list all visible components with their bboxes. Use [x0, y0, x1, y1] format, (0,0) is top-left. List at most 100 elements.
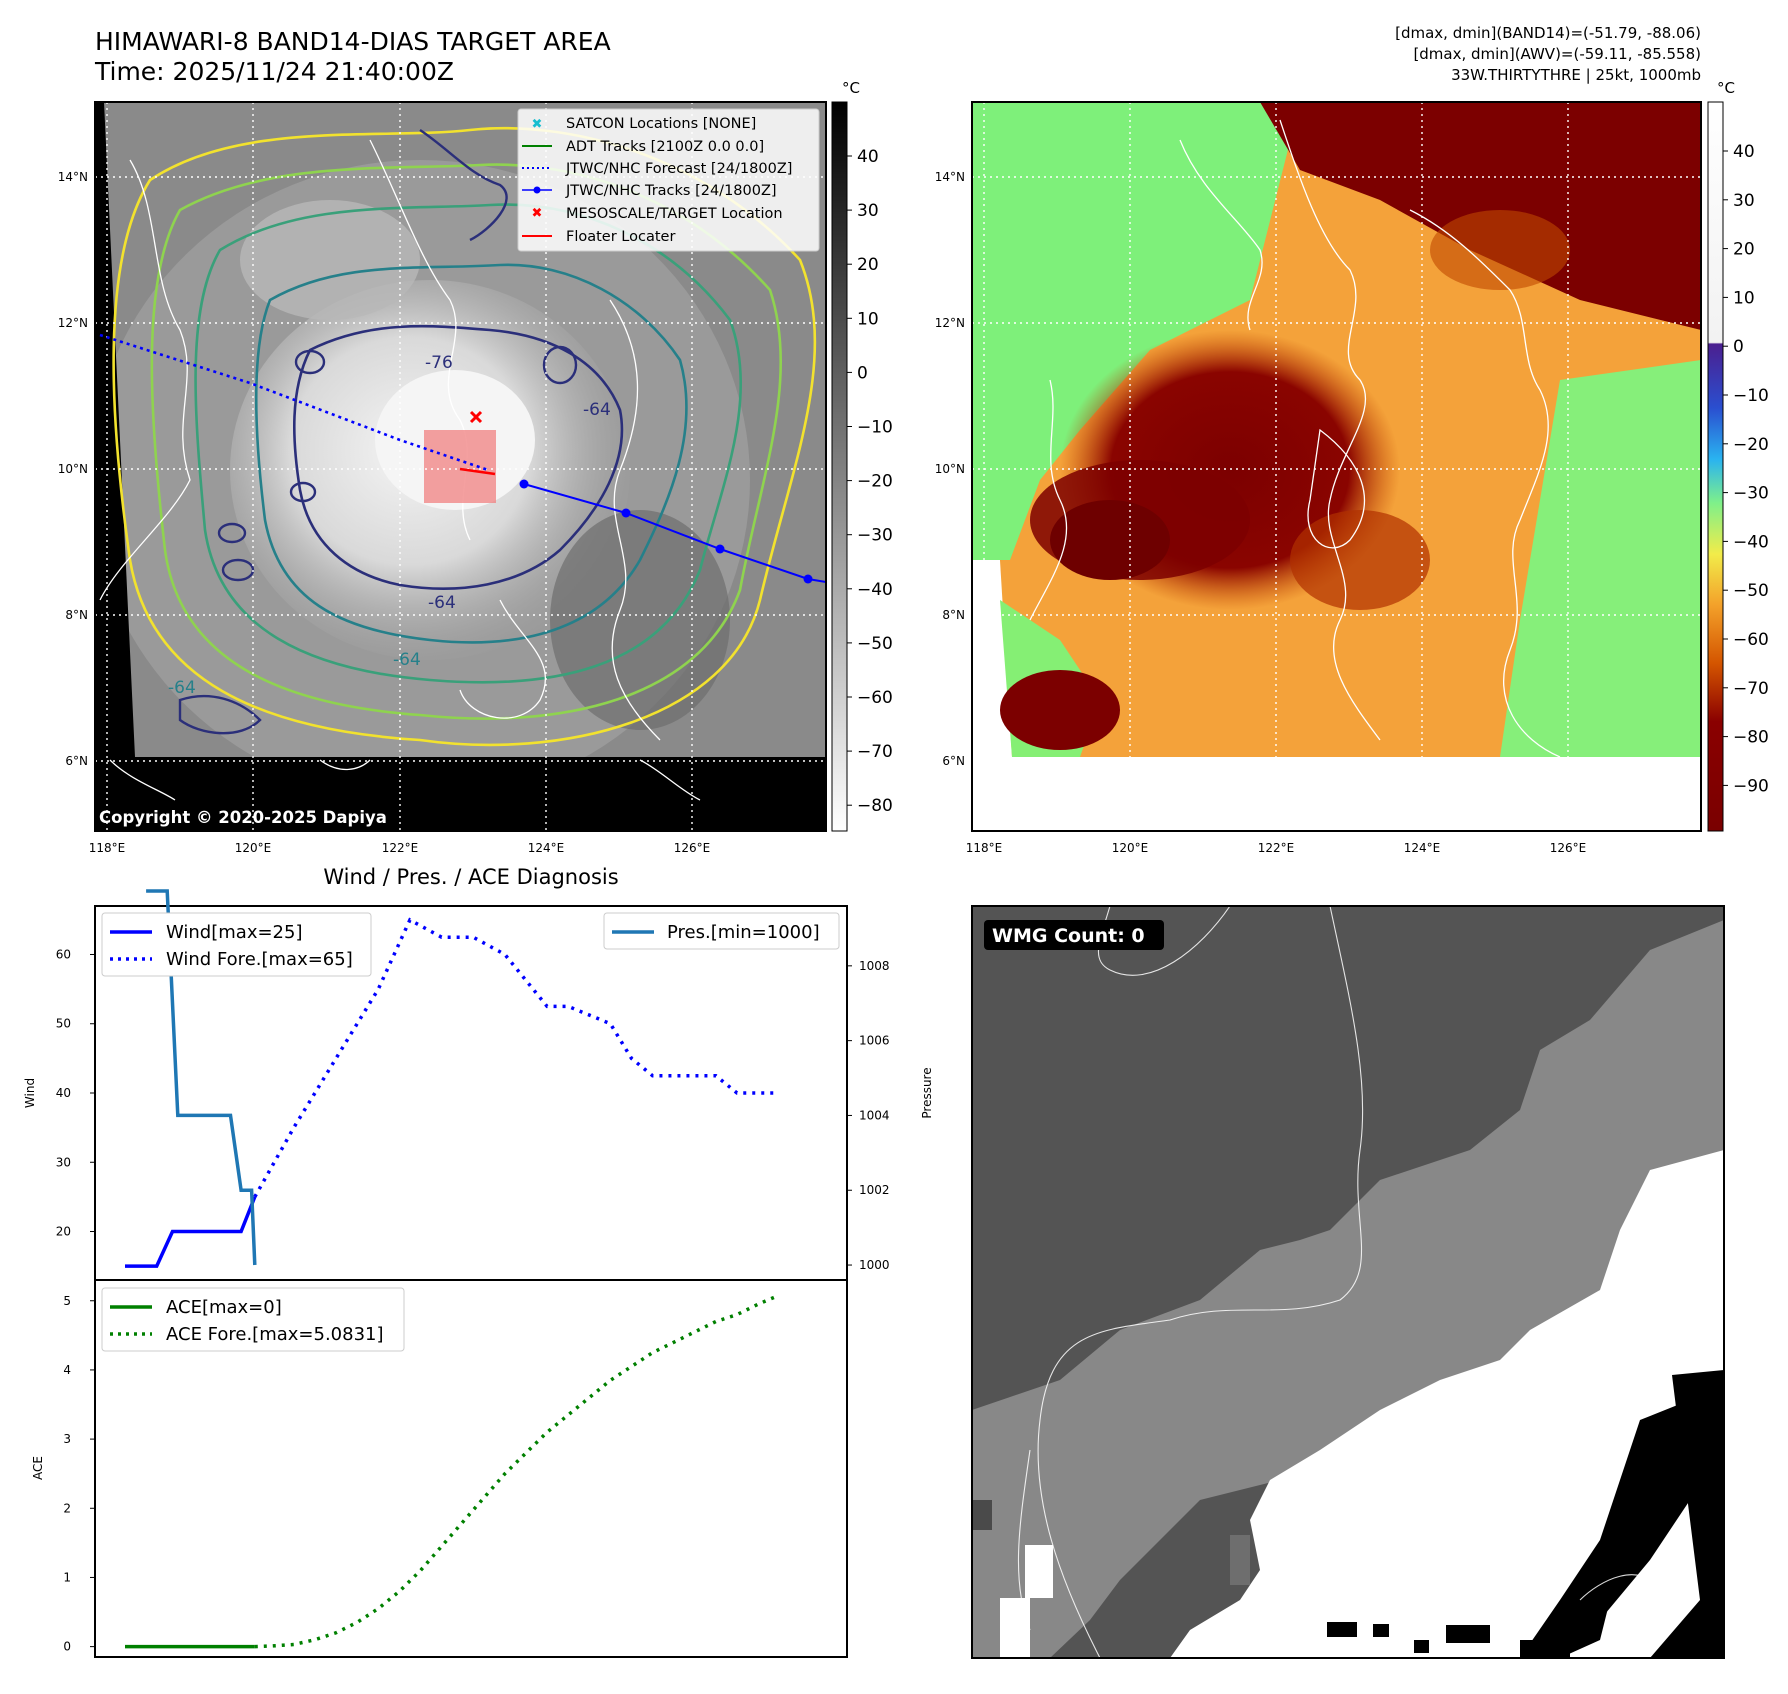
pressure-tick-label: 1008 — [859, 959, 890, 973]
ace-tick-label: 4 — [63, 1363, 71, 1377]
info-band14: [dmax, dmin](BAND14)=(-51.79, -88.06) — [1395, 24, 1701, 42]
colorbar-tick-label: −50 — [1733, 581, 1769, 601]
colorbar-tick-label: 40 — [1733, 142, 1755, 162]
info-storm: 33W.THIRTYTHRE | 25kt, 1000mb — [1451, 66, 1701, 84]
colorbar-tick-label: 30 — [1733, 191, 1755, 211]
wmg-count-badge — [984, 920, 1164, 950]
floater-box — [424, 430, 496, 503]
target-location-marker — [469, 410, 483, 424]
lon-label: 118°E — [89, 841, 126, 855]
legend-item-adt: ADT Tracks [2100Z 0.0 0.0] — [566, 139, 764, 155]
info-awv: [dmax, dmin](AWV)=(-59.11, -85.558) — [1413, 45, 1701, 63]
legend-item-wind-forecast: Wind Fore.[max=65] — [166, 949, 353, 970]
legend-item-tracks: JTWC/NHC Tracks [24/1800Z] — [565, 183, 777, 199]
ace-tick-label: 1 — [63, 1570, 71, 1584]
colorbar-tick-label: −20 — [1733, 435, 1769, 455]
colorbar-tick-label: −70 — [1733, 679, 1769, 699]
lon-label: 122°E — [382, 841, 419, 855]
lon-label: 126°E — [674, 841, 711, 855]
legend-item-target: MESOSCALE/TARGET Location — [566, 206, 783, 222]
colorbar-tick-label: −30 — [857, 526, 893, 546]
series-line-ace-fore-max-5-0831- — [254, 1293, 780, 1649]
colorbar-tick-label: −40 — [1733, 532, 1769, 552]
copyright-text: Copyright © 2020-2025 Dapiya — [99, 808, 387, 827]
contour-label: -76 — [425, 353, 453, 373]
colorbar-tick-label: −80 — [1733, 728, 1769, 748]
colorbar-tick-label: −60 — [1733, 630, 1769, 650]
series-line-wind-max-25- — [125, 1196, 257, 1268]
ace-tick-label: 5 — [63, 1294, 71, 1308]
legend-item-wind: Wind[max=25] — [166, 922, 303, 943]
lat-label: 12°N — [58, 316, 88, 330]
colorbar-tick-label: −20 — [857, 472, 893, 492]
wind-tick-label: 50 — [56, 1017, 71, 1031]
contour-label: -64 — [393, 650, 421, 670]
lat-label: 8°N — [942, 608, 965, 622]
contour-label: -64 — [428, 593, 456, 613]
colorbar-tick-label: −50 — [857, 634, 893, 654]
wmg-count-label: WMG Count: 0 — [992, 925, 1145, 947]
lon-label: 126°E — [1550, 841, 1587, 855]
ace-tick-label: 0 — [63, 1640, 71, 1654]
legend-item-forecast: JTWC/NHC Forecast [24/1800Z] — [565, 161, 792, 177]
pressure-legend: Pres.[min=1000] — [603, 912, 840, 950]
colorbar-tick-label: 10 — [1733, 288, 1755, 308]
jtwc-track-points — [519, 479, 813, 584]
diagnosis-title: Wind / Pres. / ACE Diagnosis — [323, 865, 618, 889]
awv-map-panel: 14°N 12°N 10°N 8°N 6°N 118°E 120°E 122°E… — [935, 79, 1769, 855]
wind-tick-label: 40 — [56, 1086, 71, 1100]
legend-item-floater: Floater Locater — [566, 229, 675, 245]
figure-title: HIMAWARI-8 BAND14-DIAS TARGET AREA — [95, 27, 611, 56]
lon-label: 118°E — [966, 841, 1003, 855]
lat-label: 14°N — [935, 170, 965, 184]
wind-axis-label: Wind — [23, 1078, 37, 1108]
lon-label: 120°E — [235, 841, 272, 855]
lat-label: 6°N — [65, 754, 88, 768]
ace-chart: 5 4 3 2 1 0 ACE ACE[max=0] ACE Fore.[max=5.08… — [31, 1279, 848, 1658]
colorbar-tick-label: 30 — [857, 201, 879, 221]
figure-time: Time: 2025/11/24 21:40:00Z — [94, 57, 454, 86]
colorbar-tick-label: −10 — [1733, 386, 1769, 406]
lon-label: 124°E — [528, 841, 565, 855]
colorbar-unit: °C — [1717, 79, 1735, 97]
legend-item-satcon: SATCON Locations [NONE] — [566, 116, 756, 132]
contour-label: -64 — [583, 400, 611, 420]
wmg-panel: WMG Count: 0 — [971, 905, 1725, 1659]
contour-label: -64 — [168, 678, 196, 698]
colorbar-tick-label: −80 — [857, 796, 893, 816]
legend-item-ace: ACE[max=0] — [166, 1297, 282, 1318]
colorbar-tick-label: −90 — [1733, 776, 1769, 796]
jtwc-forecast-track — [99, 333, 489, 472]
lat-label: 12°N — [935, 316, 965, 330]
pressure-tick-label: 1004 — [859, 1108, 890, 1122]
pressure-tick-label: 1002 — [859, 1183, 890, 1197]
legend-item-pressure: Pres.[min=1000] — [667, 922, 820, 943]
ir-colorbar: °C 40 30 20 10 0 −10 −20 −30 −40 −50 −60 −70 −80 — [831, 79, 893, 832]
wind-tick-label: 20 — [56, 1225, 71, 1239]
series-line-pres-min-1000- — [146, 889, 257, 1266]
ace-axis-label: ACE — [31, 1456, 45, 1480]
ir-map-panel: -76 -64 -64 -64 -64 Copyright © 2020-202… — [58, 79, 893, 855]
ace-legend: ACE[max=0] ACE Fore.[max=5.0831] — [101, 1287, 405, 1352]
lon-label: 122°E — [1258, 841, 1295, 855]
ace-tick-label: 3 — [63, 1432, 71, 1446]
colorbar-tick-label: 20 — [857, 255, 879, 275]
lon-label: 120°E — [1112, 841, 1149, 855]
colorbar-tick-label: 40 — [857, 147, 879, 167]
colorbar-tick-label: 0 — [857, 363, 868, 383]
wind-legend: Wind[max=25] Wind Fore.[max=65] — [101, 912, 372, 977]
svg-text:✖: ✖ — [532, 117, 543, 132]
colorbar-tick-label: 10 — [857, 309, 879, 329]
colorbar-tick-label: −40 — [857, 580, 893, 600]
colorbar-tick-label: 20 — [1733, 240, 1755, 260]
wind-tick-label: 30 — [56, 1155, 71, 1169]
awv-colorbar: °C 40 30 20 10 0 −10 −20 −30 −40 −50 −60 −70 −80 −90 — [1707, 79, 1769, 832]
colorbar-tick-label: 0 — [1733, 337, 1744, 357]
ace-tick-label: 2 — [63, 1501, 71, 1515]
pressure-tick-label: 1000 — [859, 1258, 890, 1272]
svg-text:✖: ✖ — [532, 206, 543, 221]
colorbar-tick-label: −60 — [857, 688, 893, 708]
lat-label: 10°N — [58, 462, 88, 476]
colorbar-tick-label: −70 — [857, 742, 893, 762]
